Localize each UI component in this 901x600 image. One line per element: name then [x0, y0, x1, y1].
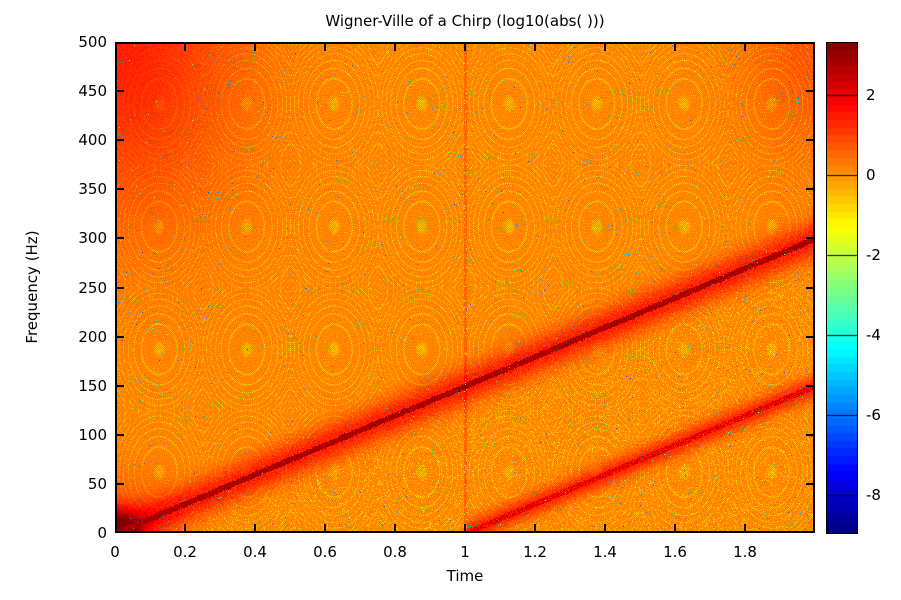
x-tick-label: 0 [110, 543, 120, 561]
y-tick-label: 200 [78, 327, 107, 346]
y-tick-label: 400 [78, 131, 107, 150]
y-tick-label: 500 [78, 33, 107, 51]
y-tick-label: 50 [87, 474, 107, 493]
x-tick-label: 0.2 [173, 543, 197, 561]
colorbar-tick-label: -8 [866, 486, 881, 504]
colorbar-canvas [826, 42, 858, 534]
x-tick-label: 1 [460, 543, 470, 561]
y-tick-label: 250 [78, 278, 107, 297]
x-tick-label: 1.8 [733, 543, 757, 561]
x-tick-label: 1.2 [523, 543, 547, 561]
x-tick-label: 0.8 [383, 543, 407, 561]
colorbar-tick-label: 2 [866, 86, 876, 104]
wigner-ville-heatmap-canvas [115, 42, 815, 533]
y-tick-label: 300 [78, 229, 107, 248]
x-tick-label: 0.4 [243, 543, 267, 561]
x-axis-label: Time [446, 567, 484, 585]
y-tick-label: 150 [78, 376, 107, 395]
y-tick-label: 450 [78, 82, 107, 101]
colorbar-tick-label: -4 [866, 326, 881, 344]
colorbar-tick-label: 0 [866, 166, 876, 184]
y-tick-label: 100 [78, 425, 107, 444]
x-tick-label: 1.6 [663, 543, 687, 561]
x-tick-label: 0.6 [313, 543, 337, 561]
y-tick-label: 0 [97, 524, 107, 542]
colorbar-tick-label: -6 [866, 406, 881, 424]
x-tick-label: 1.4 [593, 543, 617, 561]
y-tick-label: 350 [78, 180, 107, 199]
colorbar-tick-label: -2 [866, 246, 881, 264]
plot-title: Wigner-Ville of a Chirp (log10(abs( ))) [325, 12, 605, 30]
